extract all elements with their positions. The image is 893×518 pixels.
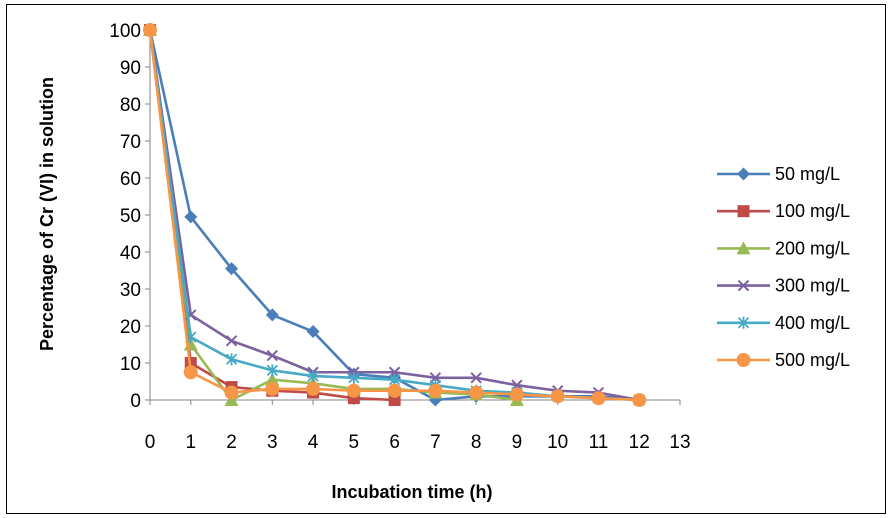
x-axis-title: Incubation time (h) bbox=[332, 482, 493, 502]
legend-entry: 200 mg/L bbox=[717, 238, 850, 258]
y-tick-label: 10 bbox=[120, 354, 141, 375]
x-tick-label: 10 bbox=[547, 432, 568, 453]
x-tick-label: 3 bbox=[267, 432, 278, 453]
y-tick-label: 80 bbox=[120, 95, 141, 116]
data-point bbox=[225, 262, 239, 276]
y-tick-label: 20 bbox=[120, 317, 141, 338]
x-tick-label: 5 bbox=[349, 432, 360, 453]
series-line bbox=[148, 29, 640, 402]
data-point bbox=[307, 369, 319, 382]
data-point bbox=[183, 365, 198, 380]
data-point bbox=[306, 325, 320, 339]
data-point bbox=[550, 389, 565, 404]
data-point bbox=[591, 391, 606, 406]
legend-label: 50 mg/L bbox=[775, 164, 840, 184]
y-axis-title: Percentage of Cr (VI) in solution bbox=[37, 77, 57, 351]
y-tick-label: 40 bbox=[120, 243, 141, 264]
series-line bbox=[148, 29, 640, 402]
x-tick-label: 9 bbox=[512, 432, 523, 453]
x-tick-label: 12 bbox=[629, 432, 650, 453]
x-tick-label: 8 bbox=[471, 432, 482, 453]
plot-area bbox=[143, 23, 647, 407]
y-tick-label: 50 bbox=[120, 206, 141, 227]
x-stroke bbox=[470, 372, 482, 384]
data-point bbox=[469, 385, 484, 400]
series-400-mg-l bbox=[144, 24, 645, 406]
x-stroke bbox=[737, 279, 750, 292]
legend-marker bbox=[737, 167, 750, 181]
x-stroke bbox=[266, 349, 279, 362]
data-point bbox=[224, 385, 239, 400]
y-tick-label: 70 bbox=[120, 132, 141, 153]
legend-marker bbox=[736, 353, 751, 367]
legend-label: 500 mg/L bbox=[775, 350, 850, 370]
legend-entry: 50 mg/L bbox=[717, 164, 840, 184]
legend-entry: 400 mg/L bbox=[717, 313, 850, 333]
x-tick-label: 4 bbox=[308, 432, 319, 453]
x-tick-label: 13 bbox=[669, 432, 690, 453]
series-500-mg-l bbox=[143, 23, 647, 407]
x-tick-label: 0 bbox=[145, 432, 156, 453]
data-point bbox=[265, 372, 280, 386]
data-point bbox=[225, 335, 238, 347]
data-point bbox=[348, 371, 360, 384]
x-tick-label: 1 bbox=[185, 432, 196, 453]
data-point bbox=[225, 353, 238, 366]
x-tick-label: 11 bbox=[589, 432, 609, 453]
legend-entry: 100 mg/L bbox=[717, 201, 850, 221]
x-tick-label: 6 bbox=[389, 432, 400, 453]
legend-label: 200 mg/L bbox=[775, 238, 850, 258]
y-tick-label: 0 bbox=[130, 391, 141, 412]
x-tick-label: 7 bbox=[430, 432, 441, 453]
legend-label: 300 mg/L bbox=[775, 276, 850, 296]
data-point bbox=[346, 383, 361, 398]
series-300-mg-l bbox=[144, 24, 645, 406]
legend-marker bbox=[737, 205, 750, 218]
data-point bbox=[143, 23, 157, 37]
data-point bbox=[470, 372, 482, 384]
data-point bbox=[266, 349, 279, 362]
chart-frame bbox=[6, 4, 886, 514]
data-point bbox=[428, 383, 443, 398]
y-tick-label: 60 bbox=[120, 169, 141, 190]
data-point bbox=[632, 393, 647, 407]
data-point bbox=[387, 383, 402, 398]
y-tick-label: 30 bbox=[120, 280, 141, 301]
series-100-mg-l bbox=[144, 24, 401, 406]
data-point bbox=[265, 308, 279, 322]
legend-entry: 500 mg/L bbox=[717, 350, 850, 370]
legend-label: 100 mg/L bbox=[775, 201, 850, 221]
legend-marker bbox=[736, 241, 751, 255]
legend-marker bbox=[737, 316, 750, 329]
data-point bbox=[265, 381, 280, 396]
data-point bbox=[266, 364, 278, 377]
data-point bbox=[388, 373, 401, 386]
series-line bbox=[148, 29, 518, 402]
legend-marker bbox=[737, 279, 750, 292]
x-stroke bbox=[225, 335, 238, 347]
data-point bbox=[509, 387, 524, 402]
series-line bbox=[148, 29, 640, 402]
legend-entry: 300 mg/L bbox=[717, 276, 850, 296]
y-tick-label: 100 bbox=[109, 21, 141, 42]
x-tick-label: 2 bbox=[226, 432, 237, 453]
data-point bbox=[306, 381, 321, 396]
series-line bbox=[148, 29, 640, 402]
y-tick-label: 90 bbox=[120, 58, 141, 79]
series-50-mg-l bbox=[143, 23, 646, 407]
series-200-mg-l bbox=[143, 23, 524, 406]
legend: 50 mg/L 100 mg/L 200 mg/L 300 mg/L 400 mg/L 5… bbox=[717, 164, 850, 370]
data-point bbox=[184, 210, 198, 224]
legend-label: 400 mg/L bbox=[775, 313, 850, 333]
